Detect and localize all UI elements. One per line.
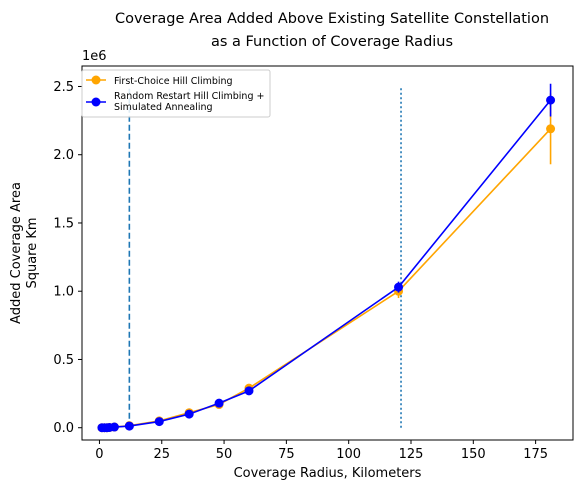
- legend-marker-first-choice: [92, 76, 101, 85]
- y-offset-label: 1e6: [82, 49, 107, 64]
- series-line-random-restart: [102, 100, 551, 428]
- x-tick-label: 100: [336, 447, 361, 462]
- y-tick-label: 1.5: [53, 216, 74, 231]
- data-point-random-restart: [185, 410, 194, 419]
- data-point-first-choice: [546, 124, 555, 133]
- x-axis: 0 25 50 75 100 125 150 175: [95, 440, 548, 462]
- y-tick-label: 0.5: [53, 353, 74, 368]
- legend-marker-random-restart: [92, 98, 101, 107]
- y-tick-label: 0.0: [53, 421, 74, 436]
- y-tick-label: 2.5: [53, 80, 74, 95]
- y-tick-label: 2.0: [53, 148, 74, 163]
- x-tick-label: 75: [278, 447, 295, 462]
- data-point-random-restart: [215, 399, 224, 408]
- legend-label-first-choice: First-Choice Hill Climbing: [114, 76, 233, 87]
- x-tick-label: 50: [216, 447, 233, 462]
- data-point-random-restart: [110, 423, 119, 432]
- data-point-random-restart: [394, 283, 403, 292]
- x-tick-label: 25: [153, 447, 170, 462]
- x-tick-label: 175: [523, 447, 548, 462]
- legend: First-Choice Hill Climbing Random Restar…: [82, 70, 270, 117]
- x-tick-label: 125: [399, 447, 424, 462]
- y-axis-label-line-1: Added Coverage Area: [9, 182, 24, 324]
- legend-label-random-restart-line-1: Random Restart Hill Climbing +: [114, 91, 264, 102]
- series-line-first-choice: [102, 129, 551, 428]
- legend-label-random-restart-line-2: Simulated Annealing: [114, 102, 213, 113]
- plot-frame: [82, 66, 573, 440]
- y-tick-label: 1.0: [53, 285, 74, 300]
- plot-area: [97, 84, 555, 432]
- y-axis-label-line-2: Square Km: [25, 217, 40, 288]
- x-axis-label: Coverage Radius, Kilometers: [234, 466, 422, 481]
- chart-title-line-1: Coverage Area Added Above Existing Satel…: [115, 11, 549, 27]
- x-tick-label: 150: [461, 447, 486, 462]
- chart-title-line-2: as a Function of Coverage Radius: [211, 34, 453, 50]
- y-axis: 0.0 0.5 1.0 1.5 2.0 2.5: [53, 80, 82, 436]
- data-point-random-restart: [155, 417, 164, 426]
- data-point-random-restart: [244, 386, 253, 395]
- data-point-random-restart: [125, 422, 134, 431]
- x-tick-label: 0: [95, 447, 103, 462]
- data-point-random-restart: [546, 96, 555, 105]
